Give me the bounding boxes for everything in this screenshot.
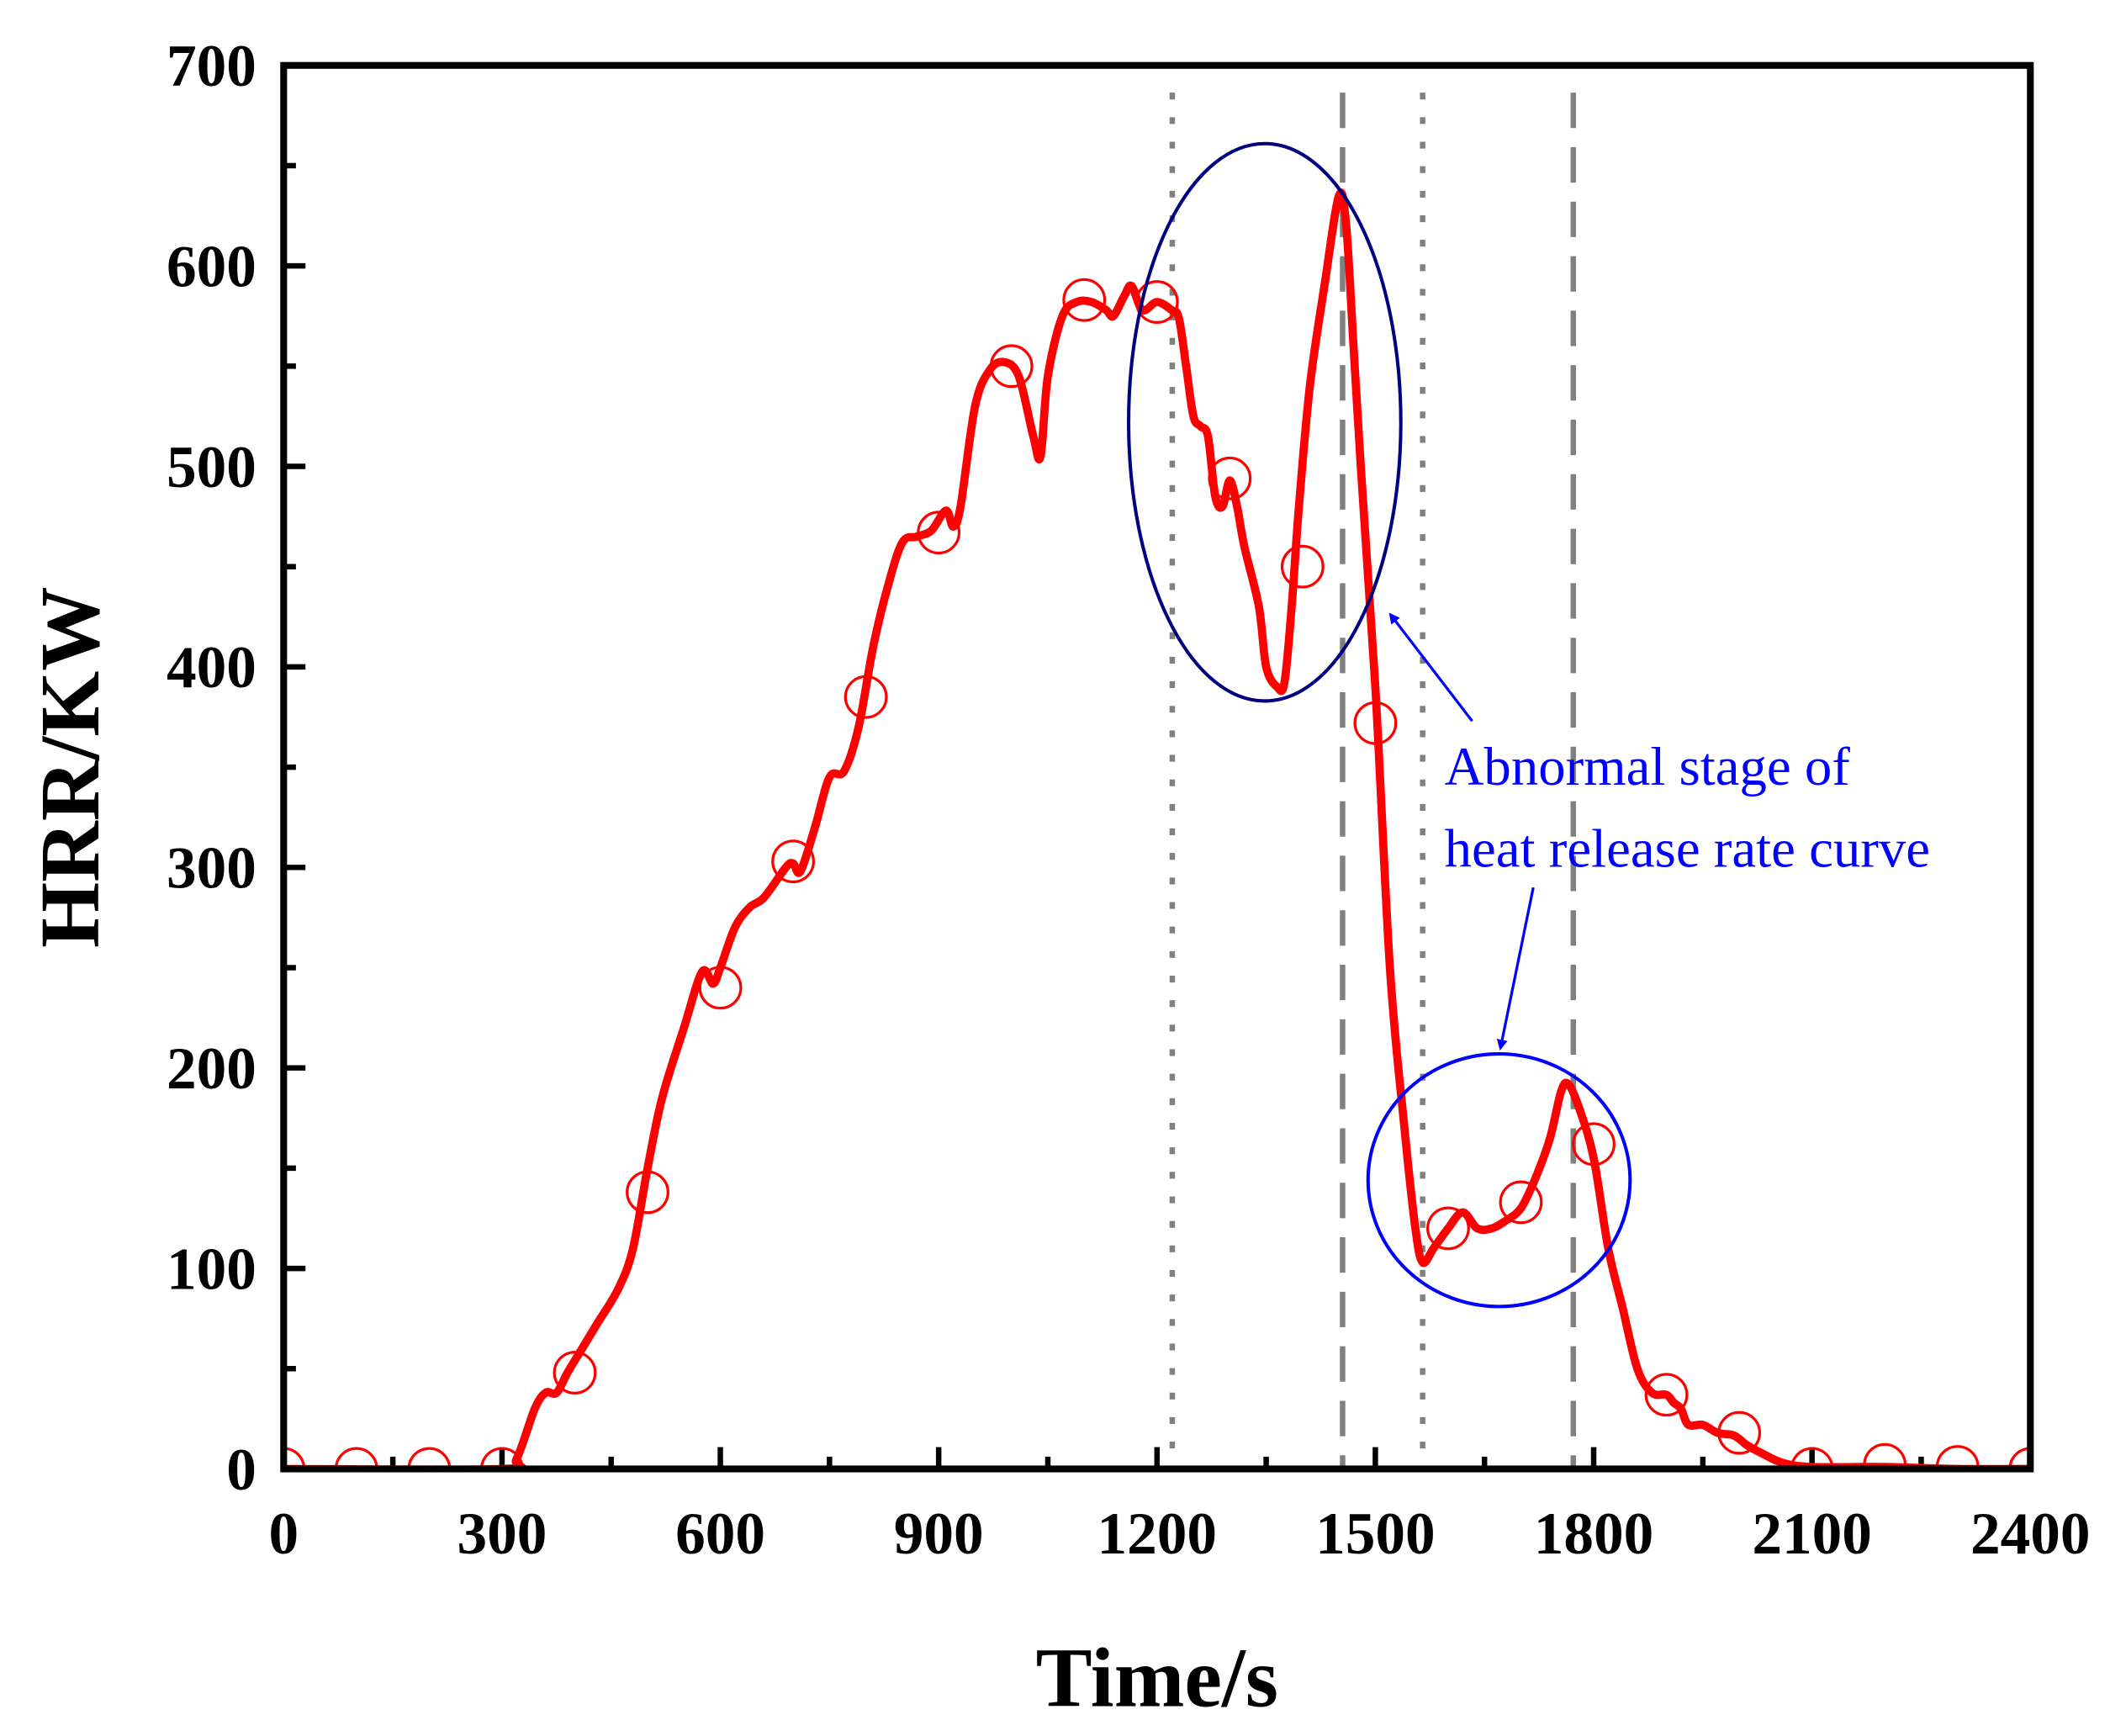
x-tick-label: 300 bbox=[457, 1500, 547, 1567]
y-tick-label: 400 bbox=[167, 634, 256, 701]
annotations bbox=[1127, 141, 1632, 1309]
hrr-marker bbox=[844, 675, 888, 719]
annotation-arrow bbox=[1496, 887, 1535, 1051]
y-tick-label: 200 bbox=[167, 1035, 256, 1102]
hrr-marker bbox=[626, 1170, 669, 1215]
x-tick-label: 900 bbox=[894, 1500, 984, 1567]
x-tick-label: 0 bbox=[268, 1500, 299, 1567]
hrr-marker bbox=[1499, 1180, 1543, 1225]
hrr-marker bbox=[1353, 701, 1398, 745]
hrr-marker bbox=[698, 966, 743, 1010]
hrr-marker bbox=[1062, 278, 1107, 322]
plot-frame bbox=[280, 61, 2034, 1473]
hrr-marker bbox=[917, 511, 961, 555]
x-tick-label: 600 bbox=[675, 1500, 765, 1567]
y-tick-label: 600 bbox=[167, 233, 256, 299]
hrr-marker bbox=[1134, 280, 1179, 324]
x-tick-labels: 0 300 600 900 1200 1500 1800 2100 2400 bbox=[268, 1500, 2090, 1567]
highlight-ellipse bbox=[1127, 141, 1403, 703]
hrr-marker bbox=[1208, 456, 1252, 500]
annotation-line-2: heat release rate curve bbox=[1445, 818, 1930, 879]
y-tick-labels: 0 100 200 300 400 500 600 700 bbox=[167, 33, 256, 1503]
hrr-marker bbox=[1426, 1206, 1470, 1251]
y-tick-label: 0 bbox=[226, 1437, 256, 1503]
stage-divider-lines bbox=[1169, 93, 1577, 1469]
hrr-marker bbox=[771, 839, 816, 884]
hrr-marker bbox=[1717, 1410, 1762, 1455]
hrr-marker bbox=[1572, 1122, 1616, 1167]
hrr-marker bbox=[1644, 1373, 1689, 1417]
hrr-series bbox=[283, 188, 2031, 1472]
y-tick-label: 300 bbox=[167, 835, 256, 902]
hrr-marker bbox=[989, 344, 1034, 389]
annotation-arrow bbox=[1388, 612, 1473, 722]
y-tick-label: 500 bbox=[167, 434, 256, 500]
x-tick-label: 1800 bbox=[1534, 1500, 1654, 1567]
y-tick-label: 100 bbox=[167, 1236, 256, 1302]
hrr-marker bbox=[553, 1351, 597, 1395]
x-tick-label: 1500 bbox=[1315, 1500, 1436, 1567]
hrr-marker bbox=[1863, 1442, 1907, 1472]
y-axis-title: HRR/KW bbox=[23, 586, 117, 948]
hrr-marker bbox=[1280, 544, 1325, 589]
x-tick-label: 2100 bbox=[1752, 1500, 1872, 1567]
y-tick-label: 700 bbox=[167, 33, 256, 99]
annotation-line-1: Abnormal stage of bbox=[1445, 737, 1851, 797]
x-tick-label: 2400 bbox=[1970, 1500, 2091, 1567]
x-axis-title: Time/s bbox=[1036, 1630, 1278, 1724]
highlight-ellipse bbox=[1366, 1051, 1632, 1309]
x-tick-label: 1200 bbox=[1097, 1500, 1218, 1567]
